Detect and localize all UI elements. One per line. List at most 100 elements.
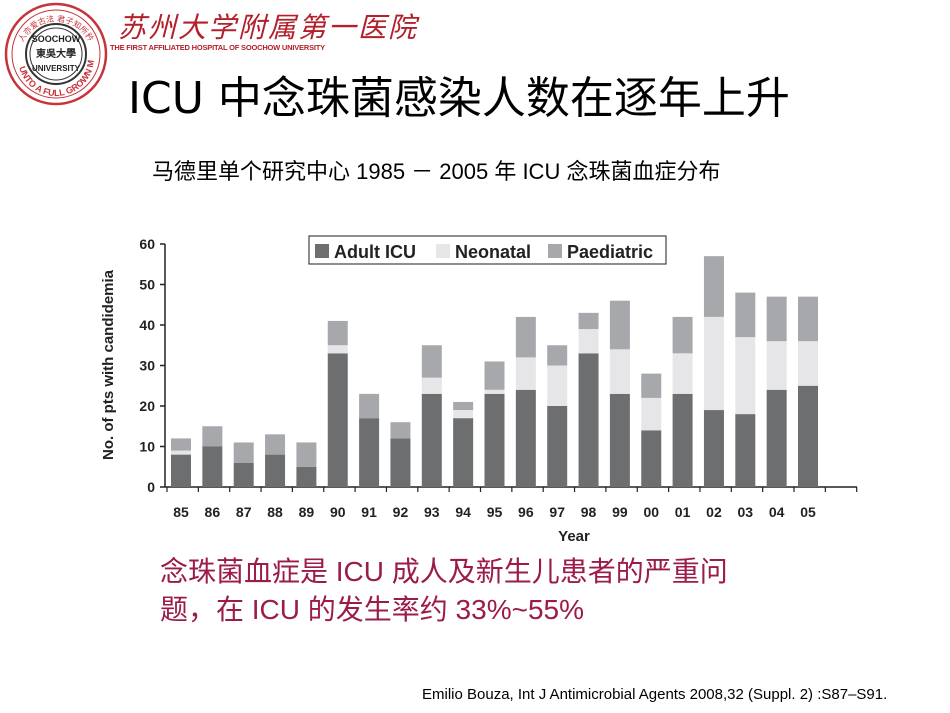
bar-group-87: 87	[233, 442, 254, 520]
bar-segment	[609, 300, 630, 350]
bar-segment	[359, 393, 380, 419]
bar-segment	[798, 341, 818, 386]
x-tick-label: 05	[800, 504, 816, 520]
bar-segment	[453, 418, 474, 487]
x-tick-label: 88	[267, 504, 283, 520]
x-tick-label: 87	[236, 504, 252, 520]
slide-title: ICU 中念珠菌感染人数在逐年上升	[128, 73, 790, 124]
y-axis-label: No. of pts with candidemia	[100, 269, 117, 460]
bar-group-05: 05	[798, 296, 818, 520]
y-tick-label: 10	[139, 439, 155, 455]
legend-label: Adult ICU	[334, 242, 416, 262]
bar-group-95: 95	[484, 361, 505, 520]
bar-segment	[390, 422, 411, 439]
chart-subtitle: 马德里单个研究中心 1985 － 2005 年 ICU 念珠菌血症分布	[152, 159, 721, 184]
bar-group-00: 00	[641, 373, 662, 520]
x-tick-label: 85	[173, 504, 189, 520]
bar-group-86: 86	[202, 426, 223, 520]
x-tick-label: 98	[581, 504, 597, 520]
hospital-name-en: THE FIRST AFFILIATED HOSPITAL OF SOOCHOW…	[110, 43, 325, 52]
bar-segment	[703, 410, 724, 487]
bar-segment	[171, 450, 191, 455]
bar-segment	[484, 389, 505, 394]
bar-segment	[171, 454, 191, 487]
legend-label: Paediatric	[567, 242, 653, 262]
bar-segment	[327, 353, 348, 487]
logo-center-mid: 東吳大學	[36, 47, 76, 60]
bar-segment	[296, 442, 317, 467]
x-tick-label: 02	[706, 504, 722, 520]
bar-segment	[233, 462, 254, 487]
bar-segment	[515, 357, 536, 390]
bar-group-97: 97	[547, 345, 568, 520]
x-tick-label: 93	[424, 504, 440, 520]
legend-label: Neonatal	[455, 242, 531, 262]
bar-segment	[578, 353, 599, 487]
bar-segment	[735, 292, 756, 338]
bar-segment	[672, 353, 693, 394]
y-tick-label: 0	[147, 479, 155, 495]
bar-group-94: 94	[453, 401, 474, 520]
bar-segment	[453, 401, 474, 411]
x-tick-label: 95	[487, 504, 503, 520]
bar-segment	[547, 345, 568, 366]
bar-group-99: 99	[609, 300, 630, 520]
bar-segment	[735, 414, 756, 487]
bar-group-01: 01	[672, 316, 693, 520]
x-tick-label: 91	[361, 504, 377, 520]
bar-segment	[327, 345, 348, 354]
bar-group-90: 90	[327, 320, 348, 520]
y-tick-label: 30	[139, 358, 155, 374]
bar-segment	[766, 341, 787, 390]
bar-group-93: 93	[421, 345, 442, 520]
bar-segment	[421, 393, 442, 487]
x-tick-label: 89	[299, 504, 315, 520]
bar-group-92: 92	[390, 422, 411, 520]
x-tick-label: 00	[643, 504, 659, 520]
bar-segment	[641, 373, 662, 398]
bar-segment	[703, 316, 724, 411]
bar-segment	[798, 385, 818, 487]
bar-group-03: 03	[735, 292, 756, 520]
bar-segment	[453, 410, 474, 419]
bar-segment	[672, 393, 693, 487]
bar-segment	[484, 393, 505, 487]
x-axis-label: Year	[558, 528, 590, 545]
bar-segment	[547, 406, 568, 487]
bar-group-91: 91	[359, 393, 380, 520]
legend-swatch	[315, 244, 329, 258]
x-tick-label: 96	[518, 504, 534, 520]
bar-group-85: 85	[171, 438, 191, 520]
y-tick-label: 40	[139, 317, 155, 333]
x-tick-label: 99	[612, 504, 628, 520]
bar-group-88: 88	[265, 434, 286, 520]
bar-group-89: 89	[296, 442, 317, 520]
bar-segment	[296, 466, 317, 487]
x-tick-label: 04	[769, 504, 785, 520]
bar-segment	[484, 361, 505, 390]
bar-segment	[421, 377, 442, 394]
x-tick-label: 94	[455, 504, 471, 520]
x-tick-label: 03	[738, 504, 754, 520]
bar-segment	[171, 438, 191, 451]
bar-segment	[359, 418, 380, 487]
bar-segment	[202, 446, 223, 487]
bar-segment	[578, 312, 599, 330]
citation: Emilio Bouza, Int J Antimicrobial Agents…	[422, 686, 888, 703]
bar-segment	[233, 442, 254, 463]
chart-legend: Adult ICU Neonatal Paediatric	[308, 235, 667, 265]
bar-group-04: 04	[766, 296, 787, 520]
bar-segment	[609, 393, 630, 487]
bar-segment	[390, 438, 411, 487]
bar-segment	[735, 337, 756, 415]
legend-swatch	[548, 244, 562, 258]
bar-segment	[327, 320, 348, 346]
chart-bars: 85 86 87 88 89 90 91 92 93 94 95 96 97 98 99 00 01 02 03 04…	[171, 256, 818, 520]
x-tick-label: 01	[675, 504, 691, 520]
key-finding-note: 念珠菌血症是 ICU 成人及新生儿患者的严重问题，在 ICU 的发生率约 33%…	[160, 556, 728, 625]
logo-center-top: SOOCHOW	[32, 34, 81, 44]
bar-segment	[547, 365, 568, 406]
bar-segment	[515, 389, 536, 487]
bar-segment	[641, 430, 662, 487]
